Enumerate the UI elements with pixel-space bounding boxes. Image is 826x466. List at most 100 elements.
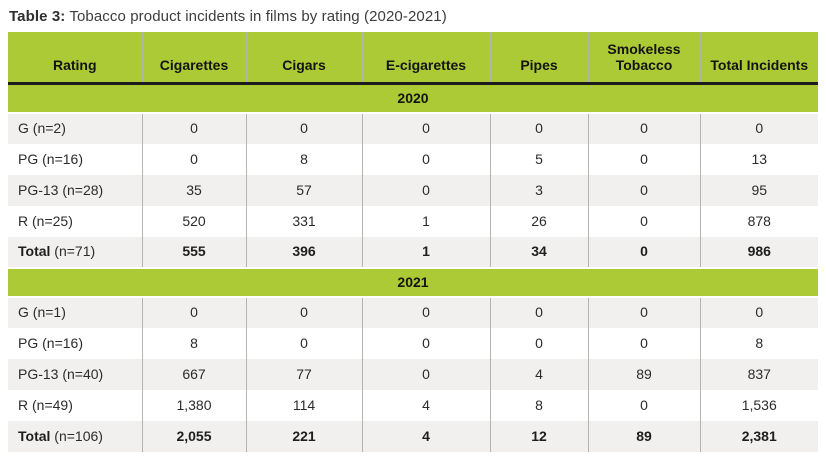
value-cell: 8 <box>245 143 362 175</box>
value-cell: 0 <box>361 296 490 328</box>
value-cell: 0 <box>587 296 700 328</box>
value-cell: 4 <box>489 358 588 390</box>
rating-label: PG <box>18 334 39 351</box>
rating-label: G <box>18 120 29 136</box>
rating-sample-size: (n=16) <box>42 150 83 167</box>
value-cell: 0 <box>361 112 490 144</box>
table-row: G (n=2) 0 0 0 0 0 0 <box>8 112 818 144</box>
rating-cell: R (n=49) <box>8 389 142 421</box>
table-row: R (n=49) 1,380 114 4 8 0 1,536 <box>8 389 818 421</box>
rating-cell: PG-13 (n=40) <box>8 358 142 390</box>
value-cell: 2,055 <box>141 420 246 452</box>
section-header-2020: 2020 <box>8 82 818 114</box>
value-cell: 8 <box>141 327 246 359</box>
value-cell: 3 <box>489 174 588 206</box>
value-cell: 0 <box>587 327 700 359</box>
column-header-smokeless-tobacco: Smokeless Tobacco <box>587 32 700 85</box>
rating-label: Total <box>18 243 51 259</box>
value-cell: 77 <box>245 358 362 390</box>
value-cell: 35 <box>141 174 246 206</box>
value-cell: 89 <box>587 358 700 390</box>
rating-cell: PG (n=16) <box>8 143 142 175</box>
value-cell: 396 <box>245 236 362 268</box>
rating-sample-size: (n=25) <box>32 212 73 229</box>
incidents-table: Rating Cigarettes Cigars E-cigarettes Pi… <box>8 32 818 452</box>
value-cell: 878 <box>699 205 818 237</box>
value-cell: 2,381 <box>699 420 818 452</box>
table-caption: Table 3: Tobacco product incidents in fi… <box>9 8 818 25</box>
value-cell: 8 <box>699 327 818 359</box>
value-cell: 0 <box>141 143 246 175</box>
table-row: R (n=25) 520 331 1 26 0 878 <box>8 205 818 237</box>
column-header-cigars: Cigars <box>245 32 362 85</box>
value-cell: 57 <box>245 174 362 206</box>
column-header-rating: Rating <box>8 32 142 85</box>
value-cell: 555 <box>141 236 246 268</box>
value-cell: 0 <box>587 174 700 206</box>
value-cell: 0 <box>587 205 700 237</box>
header-row: Rating Cigarettes Cigars E-cigarettes Pi… <box>8 32 818 85</box>
value-cell: 0 <box>699 112 818 144</box>
column-header-ecigarettes: E-cigarettes <box>361 32 490 85</box>
rating-sample-size: (n=71) <box>54 243 96 259</box>
rating-label: G <box>18 304 29 320</box>
value-cell: 34 <box>489 236 588 268</box>
value-cell: 0 <box>361 174 490 206</box>
total-row: Total (n=106) 2,055 221 4 12 89 2,381 <box>8 420 818 452</box>
value-cell: 0 <box>361 358 490 390</box>
table-row: PG (n=16) 0 8 0 5 0 13 <box>8 143 818 175</box>
table-caption-label: Table 3: <box>9 8 66 25</box>
rating-cell: G (n=2) <box>8 112 142 144</box>
rating-sample-size: (n=106) <box>54 427 103 444</box>
value-cell: 114 <box>245 389 362 421</box>
value-cell: 13 <box>699 143 818 175</box>
table-caption-text: Tobacco product incidents in films by ra… <box>65 8 447 25</box>
total-row: Total (n=71) 555 396 1 34 0 986 <box>8 236 818 268</box>
table-row: PG-13 (n=28) 35 57 0 3 0 95 <box>8 174 818 206</box>
value-cell: 8 <box>489 389 588 421</box>
value-cell: 12 <box>489 420 588 452</box>
value-cell: 0 <box>699 296 818 328</box>
rating-sample-size: (n=2) <box>32 120 66 136</box>
value-cell: 520 <box>141 205 246 237</box>
value-cell: 0 <box>489 112 588 144</box>
value-cell: 0 <box>489 296 588 328</box>
value-cell: 0 <box>245 296 362 328</box>
value-cell: 0 <box>361 143 490 175</box>
value-cell: 986 <box>699 236 818 268</box>
table-row: PG-13 (n=40) 667 77 0 4 89 837 <box>8 358 818 390</box>
value-cell: 0 <box>245 112 362 144</box>
section-row-2020: 2020 <box>8 82 818 114</box>
value-cell: 5 <box>489 143 588 175</box>
column-header-pipes: Pipes <box>489 32 588 85</box>
value-cell: 221 <box>245 420 362 452</box>
section-header-2021: 2021 <box>8 266 818 298</box>
rating-cell: PG (n=16) <box>8 327 142 359</box>
value-cell: 26 <box>489 205 588 237</box>
rating-label: R <box>18 212 29 229</box>
value-cell: 95 <box>699 174 818 206</box>
value-cell: 0 <box>489 327 588 359</box>
value-cell: 0 <box>245 327 362 359</box>
rating-sample-size: (n=16) <box>42 334 83 351</box>
rating-label: Total <box>18 427 51 444</box>
value-cell: 1,536 <box>699 389 818 421</box>
value-cell: 0 <box>587 143 700 175</box>
value-cell: 0 <box>141 296 246 328</box>
section-row-2021: 2021 <box>8 266 818 298</box>
rating-cell: G (n=1) <box>8 296 142 328</box>
value-cell: 667 <box>141 358 246 390</box>
rating-label: PG <box>18 150 39 167</box>
rating-sample-size: (n=40) <box>62 365 104 382</box>
rating-cell: Total (n=106) <box>8 420 142 452</box>
value-cell: 1 <box>361 205 490 237</box>
rating-cell: Total (n=71) <box>8 236 142 268</box>
rating-cell: PG-13 (n=28) <box>8 174 142 206</box>
value-cell: 0 <box>361 327 490 359</box>
rating-cell: R (n=25) <box>8 205 142 237</box>
column-header-total-incidents: Total Incidents <box>699 32 818 85</box>
table-row: PG (n=16) 8 0 0 0 0 8 <box>8 327 818 359</box>
rating-sample-size: (n=1) <box>32 304 66 320</box>
value-cell: 0 <box>587 112 700 144</box>
